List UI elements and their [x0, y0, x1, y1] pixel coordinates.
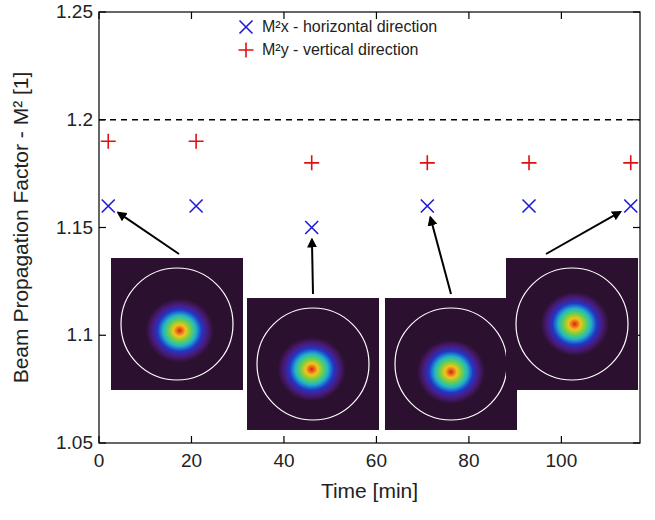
beam-spot [146, 299, 214, 363]
x-tick-label: 60 [366, 450, 387, 471]
data-points [101, 134, 639, 234]
beam-profile [247, 239, 379, 430]
y-tick [99, 11, 106, 12]
y-tick-label: 1.2 [67, 109, 93, 130]
data-point [304, 155, 319, 170]
aperture-circle [257, 308, 369, 420]
beam-profile [506, 212, 638, 390]
data-point [623, 155, 638, 170]
x-tick [561, 12, 562, 19]
y-axis-title: Beam Propagation Factor - M² [1] [9, 72, 32, 384]
arrow [546, 212, 620, 254]
chart: 0 20 40 60 80 100 1.05 1.1 1.15 1.2 1.25 Time [min]… [0, 0, 655, 520]
y-tick [99, 442, 106, 443]
y-tick [99, 335, 106, 336]
aperture-circle [395, 308, 507, 420]
legend-marker [239, 43, 254, 58]
data-point [102, 199, 115, 212]
beam-image [506, 258, 638, 390]
x-tick-label: 80 [458, 450, 479, 471]
x-tick-label: 40 [273, 450, 294, 471]
beam-profile [111, 213, 243, 390]
data-point [190, 199, 203, 212]
beam-profile [385, 218, 517, 430]
y-tick-label: 1.05 [56, 432, 93, 453]
legend-label: M²y - vertical direction [262, 41, 418, 58]
y-tick [633, 227, 640, 228]
x-tick [468, 436, 469, 443]
arrow [430, 218, 451, 294]
x-tick-label: 20 [181, 450, 202, 471]
y-tick [633, 442, 640, 443]
data-point [624, 199, 637, 212]
beam-image [111, 258, 243, 390]
y-tick [633, 11, 640, 12]
data-point [101, 134, 116, 149]
x-tick [191, 436, 192, 443]
x-tick [283, 436, 284, 443]
x-tick [98, 436, 99, 443]
legend-marker [240, 21, 253, 34]
data-point [522, 155, 537, 170]
x-axis-title: Time [min] [321, 479, 418, 502]
x-tick [376, 436, 377, 443]
data-point [523, 199, 536, 212]
y-tick [99, 227, 106, 228]
x-tick-label: 0 [94, 450, 105, 471]
beam-spot [278, 337, 346, 401]
aperture-circle [121, 268, 233, 380]
beam-spot [541, 292, 609, 356]
x-tick-label: 100 [546, 450, 578, 471]
x-tick [191, 12, 192, 19]
plot-frame [99, 12, 640, 443]
data-point [421, 199, 434, 212]
x-tick [561, 436, 562, 443]
aperture-circle [516, 268, 628, 380]
y-tick-label: 1.25 [56, 1, 93, 22]
legend: M²x - horizontal direction M²y - vertical… [239, 18, 438, 58]
data-point [305, 221, 318, 234]
legend-label: M²x - horizontal direction [262, 18, 437, 35]
arrow [312, 239, 313, 294]
beam-insets [111, 212, 638, 430]
beam-spot [417, 340, 485, 404]
x-tick [468, 12, 469, 19]
y-tick-label: 1.15 [56, 217, 93, 238]
data-point [420, 155, 435, 170]
threshold-line [99, 119, 640, 120]
y-tick [633, 119, 640, 120]
arrow [118, 213, 179, 254]
beam-image [247, 298, 379, 430]
y-tick [99, 119, 106, 120]
y-tick-label: 1.1 [67, 324, 93, 345]
x-tick [98, 12, 99, 19]
data-point [189, 134, 204, 149]
beam-image [385, 298, 517, 430]
